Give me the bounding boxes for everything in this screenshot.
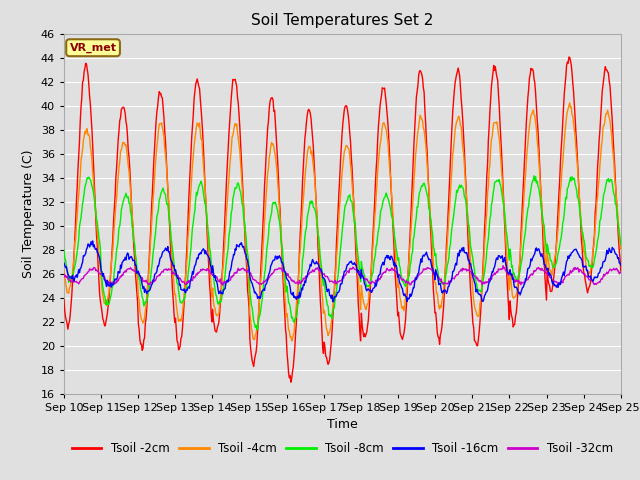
Tsoil -32cm bbox=[184, 280, 192, 286]
Tsoil -32cm bbox=[127, 266, 135, 272]
Tsoil -4cm bbox=[411, 167, 419, 172]
Tsoil -16cm bbox=[128, 256, 136, 262]
Line: Tsoil -16cm: Tsoil -16cm bbox=[64, 241, 621, 301]
Tsoil -2cm bbox=[617, 268, 625, 274]
Tsoil -4cm bbox=[617, 247, 625, 252]
Tsoil -8cm bbox=[617, 241, 625, 247]
Tsoil -16cm bbox=[330, 299, 337, 304]
Tsoil -4cm bbox=[184, 236, 192, 241]
Tsoil -32cm bbox=[219, 282, 227, 288]
Text: VR_met: VR_met bbox=[70, 43, 116, 53]
Tsoil -8cm bbox=[184, 272, 192, 278]
Tsoil -4cm bbox=[214, 312, 221, 318]
Tsoil -2cm bbox=[184, 220, 192, 226]
X-axis label: Time: Time bbox=[327, 418, 358, 431]
Tsoil -32cm bbox=[428, 266, 435, 272]
Tsoil -2cm bbox=[287, 379, 295, 385]
Tsoil -32cm bbox=[411, 277, 419, 283]
Tsoil -8cm bbox=[60, 247, 68, 253]
Tsoil -16cm bbox=[617, 262, 625, 268]
Tsoil -2cm bbox=[127, 198, 135, 204]
Line: Tsoil -4cm: Tsoil -4cm bbox=[64, 103, 621, 341]
Tsoil -2cm bbox=[60, 297, 68, 302]
Legend: Tsoil -2cm, Tsoil -4cm, Tsoil -8cm, Tsoil -16cm, Tsoil -32cm: Tsoil -2cm, Tsoil -4cm, Tsoil -8cm, Tsoi… bbox=[67, 437, 618, 460]
Tsoil -32cm bbox=[617, 270, 625, 276]
Tsoil -16cm bbox=[214, 287, 222, 293]
Line: Tsoil -32cm: Tsoil -32cm bbox=[64, 265, 621, 285]
Tsoil -16cm bbox=[428, 264, 436, 270]
Tsoil -32cm bbox=[214, 276, 221, 281]
Tsoil -2cm bbox=[214, 325, 221, 331]
Tsoil -2cm bbox=[411, 124, 419, 130]
Tsoil -16cm bbox=[89, 238, 97, 244]
Tsoil -32cm bbox=[60, 272, 68, 277]
Tsoil -8cm bbox=[70, 266, 78, 272]
Tsoil -4cm bbox=[566, 100, 573, 106]
Tsoil -4cm bbox=[127, 200, 135, 205]
Tsoil -16cm bbox=[70, 278, 78, 284]
Title: Soil Temperatures Set 2: Soil Temperatures Set 2 bbox=[252, 13, 433, 28]
Tsoil -2cm bbox=[428, 235, 435, 241]
Tsoil -16cm bbox=[412, 276, 419, 281]
Tsoil -4cm bbox=[70, 254, 78, 260]
Tsoil -32cm bbox=[70, 279, 78, 285]
Y-axis label: Soil Temperature (C): Soil Temperature (C) bbox=[22, 149, 35, 278]
Tsoil -4cm bbox=[288, 338, 296, 344]
Tsoil -8cm bbox=[411, 226, 419, 231]
Line: Tsoil -8cm: Tsoil -8cm bbox=[64, 176, 621, 330]
Tsoil -8cm bbox=[530, 173, 538, 179]
Line: Tsoil -2cm: Tsoil -2cm bbox=[64, 57, 621, 382]
Tsoil -4cm bbox=[60, 267, 68, 273]
Tsoil -16cm bbox=[185, 284, 193, 290]
Tsoil -2cm bbox=[565, 54, 573, 60]
Tsoil -8cm bbox=[428, 217, 435, 223]
Tsoil -4cm bbox=[428, 222, 435, 228]
Tsoil -2cm bbox=[70, 252, 78, 258]
Tsoil -8cm bbox=[214, 299, 221, 304]
Tsoil -8cm bbox=[253, 327, 260, 333]
Tsoil -32cm bbox=[499, 263, 507, 268]
Tsoil -8cm bbox=[127, 213, 135, 218]
Tsoil -16cm bbox=[60, 260, 68, 266]
